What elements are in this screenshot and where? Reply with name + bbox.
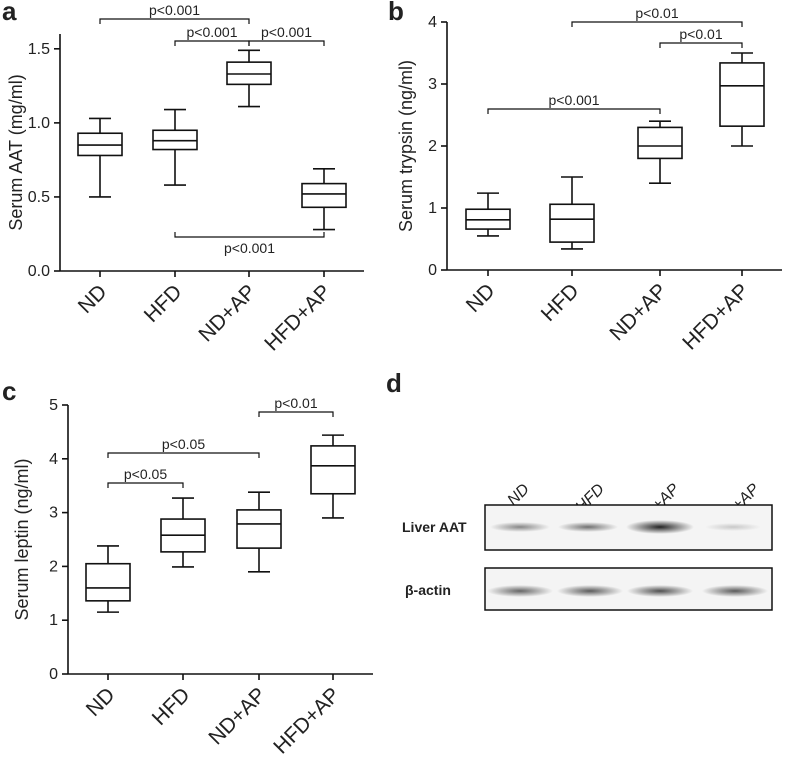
p-value: p<0.05 (162, 436, 205, 452)
box (719, 62, 765, 127)
bracket (99, 18, 250, 24)
p-value: p<0.001 (261, 24, 312, 40)
p-value: p<0.01 (635, 5, 678, 21)
bracket (107, 482, 184, 488)
x-tick-label: HFD+AP (678, 279, 753, 354)
box (637, 126, 683, 160)
p-value: p<0.05 (124, 466, 167, 482)
x-tick-label: ND+AP (194, 280, 260, 346)
y-tick-label: 0 (49, 666, 58, 683)
panel-label: d (386, 368, 402, 398)
y-tick-label: 2 (428, 138, 437, 155)
band (705, 523, 761, 531)
p-value: p<0.01 (679, 26, 722, 42)
y-tick-label: 2 (49, 558, 58, 575)
box (85, 562, 131, 602)
box (301, 182, 347, 209)
band (627, 585, 693, 597)
x-tick-label: HFD (148, 683, 195, 730)
y-tick-label: 4 (428, 14, 437, 31)
y-tick-label: 4 (49, 451, 58, 468)
chart-panel: c Serum leptin (ng/ml) 0 1 2 3 4 5 ND HFD ND+APHFD… (2, 376, 373, 759)
box (549, 203, 595, 243)
y-tick-label: 3 (428, 76, 437, 93)
blot-panel: d ND HFD ND+AP HFD+AP Liver AAT β-actin (386, 368, 773, 611)
x-tick-label: ND+AP (204, 683, 270, 749)
x-tick-label: ND (82, 683, 120, 721)
x-tick-label: ND (74, 280, 112, 318)
p-value: p<0.001 (187, 24, 238, 40)
y-tick-label: 1.5 (28, 41, 50, 58)
box (236, 509, 282, 549)
y-tick-label: 1 (49, 612, 58, 629)
y-tick-label: 0.5 (28, 189, 50, 206)
axis-title: Serum trypsin (ng/ml) (396, 60, 416, 232)
y-tick-label: 5 (49, 397, 58, 414)
x-tick-label: HFD (140, 280, 187, 327)
x-tick-label: HFD (537, 279, 584, 326)
y-tick-label: 0 (428, 262, 437, 279)
band (626, 520, 694, 534)
bracket (174, 232, 325, 238)
row-label: Liver AAT (402, 519, 467, 535)
p-value: p<0.001 (149, 2, 200, 18)
panel-label: b (388, 0, 404, 26)
bracket (659, 42, 743, 48)
bracket (487, 108, 661, 114)
bracket (571, 21, 743, 27)
p-value: p<0.01 (274, 395, 317, 411)
band (557, 585, 623, 597)
y-tick-label: 3 (49, 505, 58, 522)
x-tick-label: HFD+AP (269, 683, 344, 758)
x-tick-label: ND (462, 279, 500, 317)
row-label: β-actin (405, 582, 451, 598)
y-tick-label: 1 (428, 200, 437, 217)
box (310, 445, 356, 495)
band (487, 585, 553, 597)
x-tick-label: HFD+AP (260, 280, 335, 355)
bracket (258, 411, 334, 417)
panel-label: a (2, 0, 17, 26)
y-tick-label: 0.0 (28, 263, 50, 280)
chart-panel: a Serum AAT (mg/ml) 0.0 0.5 1.0 1.5 ND HFD ND+AP… (2, 0, 364, 356)
p-value: p<0.001 (224, 240, 275, 256)
y-tick-label: 1.0 (28, 115, 50, 132)
bracket (248, 40, 325, 46)
axis-title: Serum AAT (mg/ml) (6, 74, 26, 230)
bracket (107, 452, 260, 458)
band (702, 585, 768, 597)
chart-panel: b Serum trypsin (ng/ml) 0 1 2 3 4 ND HFD ND+AP HFD… (388, 0, 782, 355)
x-tick-label: ND+AP (605, 279, 671, 345)
panel-label: c (2, 376, 16, 406)
band (490, 522, 550, 532)
bracket (174, 40, 250, 46)
axis-title: Serum leptin (ng/ml) (12, 458, 32, 620)
p-value: p<0.001 (549, 92, 600, 108)
band (558, 522, 618, 532)
